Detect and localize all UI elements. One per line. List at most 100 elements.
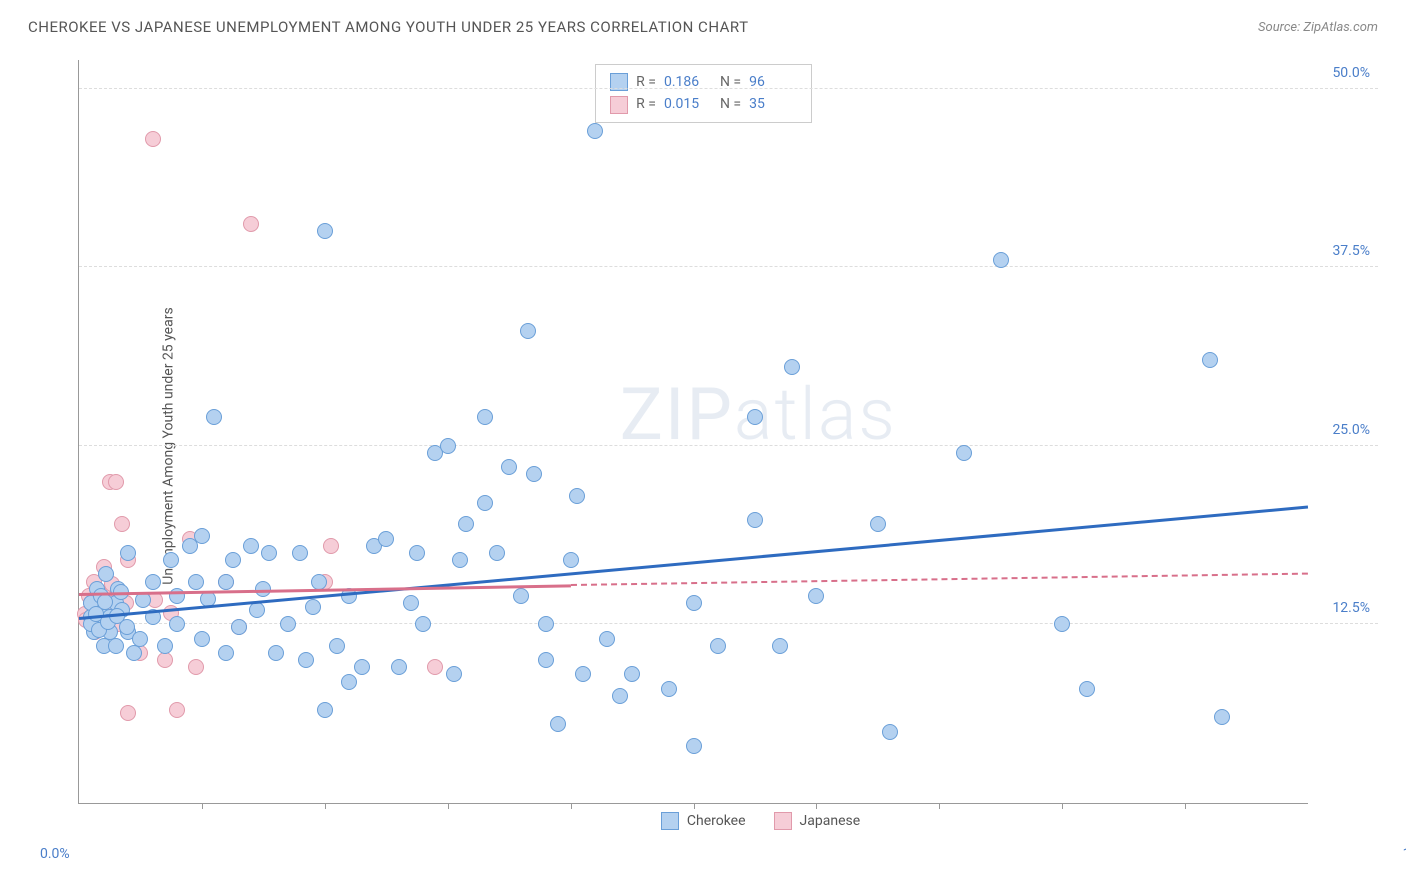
x-axis-max-label: 100.0% [1403,846,1406,862]
data-point [305,599,321,615]
data-point [120,545,136,561]
x-tick [1185,803,1186,809]
n-label: N = [720,71,741,93]
x-tick [571,803,572,809]
legend-row-cherokee: R = 0.186 N = 96 [610,71,797,93]
swatch-japanese [774,812,792,830]
swatch-japanese [610,96,628,114]
data-point [520,323,536,339]
data-point [882,724,898,740]
data-point [163,552,179,568]
data-point [747,409,763,425]
data-point [563,552,579,568]
legend-item-japanese: Japanese [774,812,861,830]
trend-line [571,573,1308,586]
data-point [243,538,259,554]
data-point [114,516,130,532]
data-point [378,531,394,547]
chart-title: CHEROKEE VS JAPANESE UNEMPLOYMENT AMONG … [28,18,749,36]
data-point [550,716,566,732]
data-point [329,638,345,654]
data-point [1214,709,1230,725]
data-point [243,216,259,232]
n-label: N = [720,93,741,115]
data-point [587,123,603,139]
data-point [599,631,615,647]
legend-label: Cherokee [687,813,746,829]
chart-header: CHEROKEE VS JAPANESE UNEMPLOYMENT AMONG … [0,0,1406,48]
legend-item-cherokee: Cherokee [661,812,746,830]
data-point [317,223,333,239]
data-point [415,616,431,632]
data-point [501,459,517,475]
data-point [956,445,972,461]
gridline [79,88,1378,89]
data-point [686,595,702,611]
x-tick [202,803,203,809]
data-point [440,438,456,454]
data-point [231,619,247,635]
data-point [298,652,314,668]
y-tick-label: 12.5% [1332,600,1370,616]
data-point [126,645,142,661]
data-point [452,552,468,568]
y-tick-label: 50.0% [1332,65,1370,81]
data-point [157,638,173,654]
data-point [323,538,339,554]
data-point [612,688,628,704]
n-value-cherokee: 96 [749,71,797,93]
data-point [661,681,677,697]
data-point [489,545,505,561]
data-point [1202,352,1218,368]
data-point [784,359,800,375]
r-value-japanese: 0.015 [664,93,712,115]
series-legend: Cherokee Japanese [661,812,860,830]
data-point [772,638,788,654]
data-point [145,131,161,147]
data-point [268,645,284,661]
x-tick [325,803,326,809]
data-point [97,594,113,610]
data-point [120,705,136,721]
data-point [1079,681,1095,697]
data-point [477,495,493,511]
data-point [225,552,241,568]
gridline [79,623,1378,624]
r-label: R = [636,71,656,93]
x-tick [816,803,817,809]
data-point [354,659,370,675]
data-point [538,616,554,632]
x-tick [939,803,940,809]
chart-container: Unemployment Among Youth under 25 years … [50,60,1378,832]
data-point [427,659,443,675]
swatch-cherokee [661,812,679,830]
data-point [569,488,585,504]
data-point [317,702,333,718]
data-point [145,574,161,590]
data-point [108,474,124,490]
data-point [624,666,640,682]
legend-row-japanese: R = 0.015 N = 35 [610,93,797,115]
data-point [108,638,124,654]
x-tick [694,803,695,809]
n-value-japanese: 35 [749,93,797,115]
data-point [119,619,135,635]
data-point [341,674,357,690]
data-point [188,574,204,590]
data-point [526,466,542,482]
data-point [513,588,529,604]
data-point [169,616,185,632]
data-point [477,409,493,425]
data-point [870,516,886,532]
x-tick [448,803,449,809]
data-point [132,631,148,647]
data-point [169,702,185,718]
data-point [98,566,114,582]
data-point [575,666,591,682]
y-tick-label: 25.0% [1332,422,1370,438]
data-point [188,659,204,675]
data-point [206,409,222,425]
data-point [686,738,702,754]
data-point [292,545,308,561]
data-point [710,638,726,654]
